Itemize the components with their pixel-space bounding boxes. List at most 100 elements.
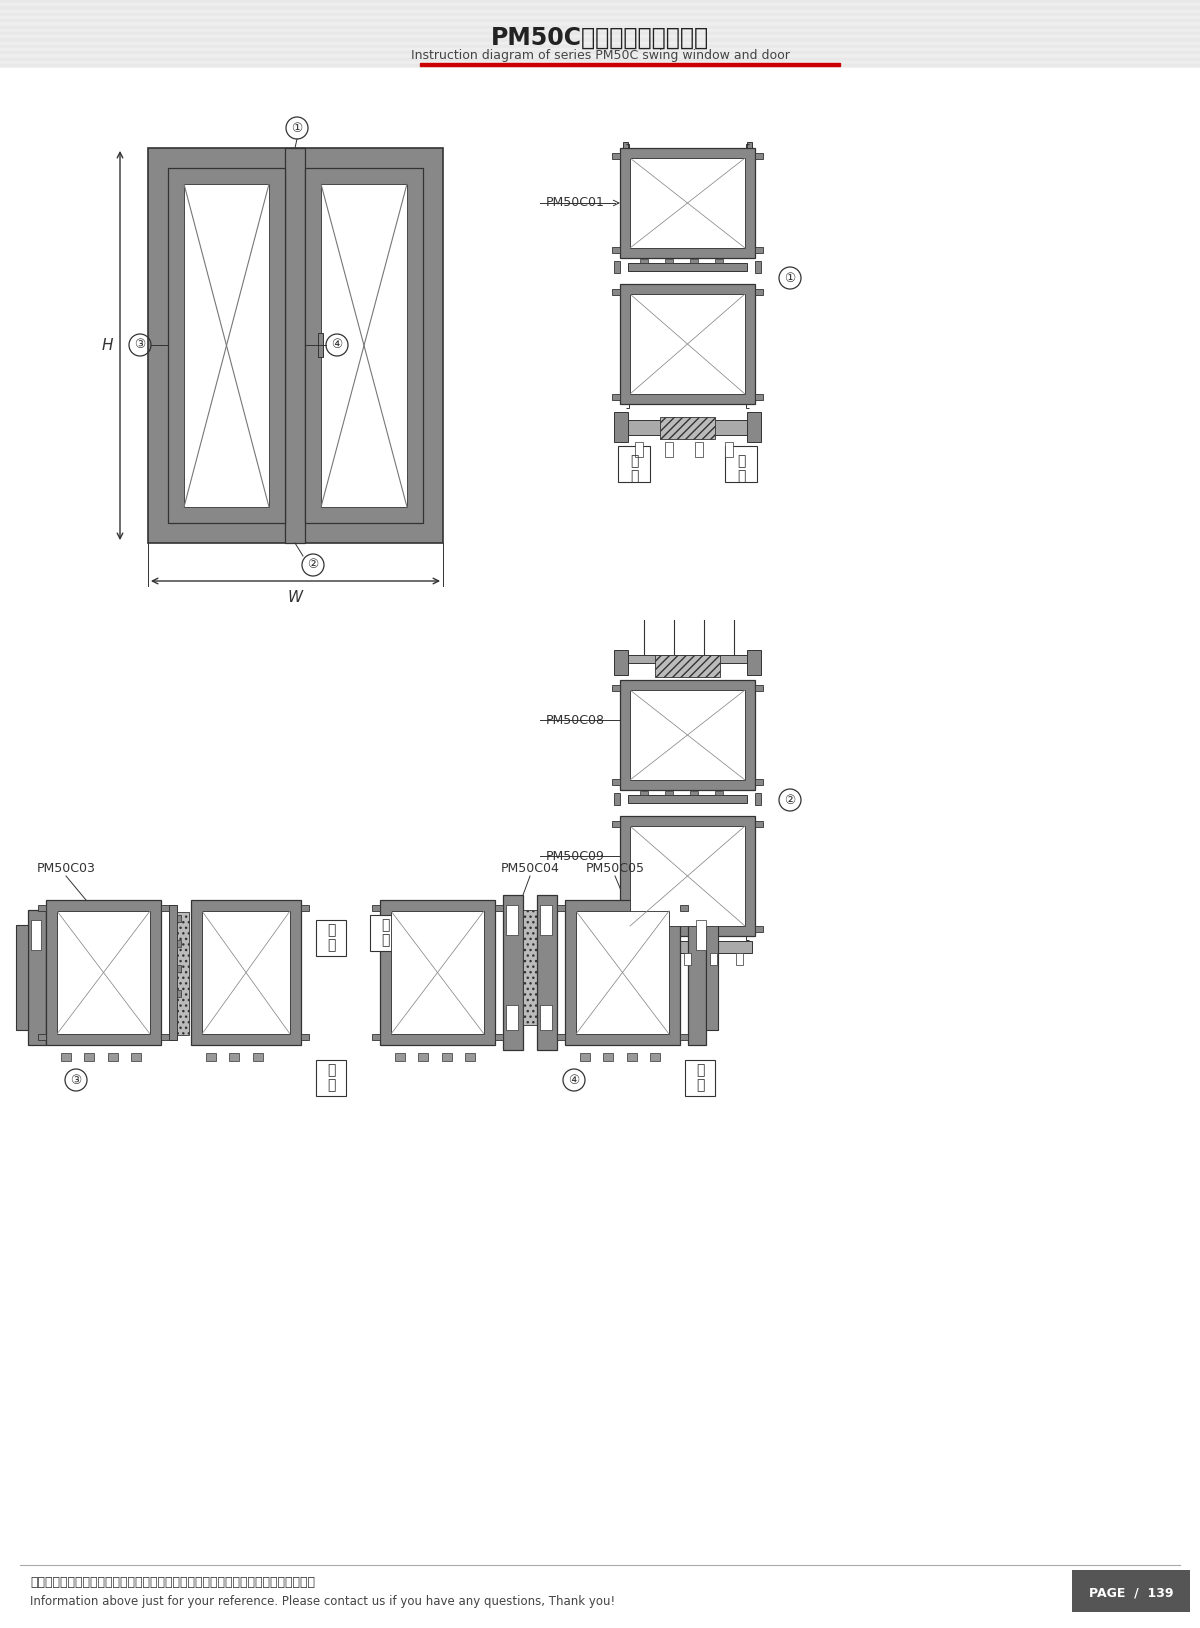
Bar bbox=[0, 39, 1200, 42]
Bar bbox=[725, 446, 757, 482]
Text: 外: 外 bbox=[696, 1078, 704, 1092]
Bar bbox=[391, 912, 484, 1034]
Bar bbox=[640, 259, 648, 264]
Bar bbox=[168, 168, 424, 523]
Text: PM50C01: PM50C01 bbox=[546, 197, 605, 210]
Text: 室: 室 bbox=[326, 1063, 335, 1078]
Bar bbox=[395, 1053, 406, 1061]
Bar bbox=[618, 446, 650, 482]
Bar bbox=[715, 259, 722, 264]
Bar bbox=[496, 905, 503, 912]
Bar bbox=[316, 920, 346, 956]
Bar bbox=[178, 939, 181, 947]
Bar bbox=[466, 1053, 475, 1061]
Text: 室: 室 bbox=[696, 1063, 704, 1078]
Bar bbox=[612, 290, 620, 295]
Text: ④: ④ bbox=[569, 1073, 580, 1086]
Bar bbox=[0, 13, 1200, 16]
Bar bbox=[301, 905, 310, 912]
Bar bbox=[746, 412, 761, 441]
Bar bbox=[755, 394, 763, 400]
Bar bbox=[614, 260, 620, 274]
Bar bbox=[628, 420, 746, 435]
Bar bbox=[612, 780, 620, 785]
Bar bbox=[316, 1060, 346, 1096]
Text: PM50C04: PM50C04 bbox=[500, 861, 559, 874]
Text: PM50C05: PM50C05 bbox=[586, 861, 644, 874]
Bar bbox=[46, 900, 161, 1045]
Bar bbox=[612, 247, 620, 252]
Bar bbox=[620, 681, 755, 790]
Bar bbox=[576, 912, 670, 1034]
Bar bbox=[612, 926, 620, 931]
Bar bbox=[131, 1053, 142, 1061]
Text: 内: 内 bbox=[630, 469, 638, 484]
Bar bbox=[630, 158, 745, 247]
Bar bbox=[202, 912, 290, 1034]
Bar bbox=[690, 259, 698, 264]
Bar bbox=[746, 650, 761, 676]
Text: Information above just for your reference. Please contact us if you have any que: Information above just for your referenc… bbox=[30, 1594, 616, 1607]
Bar bbox=[557, 905, 565, 912]
Text: PM50C系列平开门窗结构图: PM50C系列平开门窗结构图 bbox=[491, 26, 709, 50]
Bar bbox=[710, 952, 718, 965]
Bar bbox=[169, 905, 178, 1040]
Bar bbox=[372, 1034, 380, 1040]
Bar bbox=[318, 334, 323, 357]
Bar bbox=[755, 926, 763, 931]
Bar bbox=[612, 153, 620, 160]
Bar bbox=[665, 441, 673, 457]
Bar bbox=[630, 295, 745, 394]
Text: ③: ③ bbox=[134, 339, 145, 352]
Bar bbox=[523, 910, 538, 1026]
Bar bbox=[650, 1053, 660, 1061]
Bar bbox=[0, 60, 1200, 63]
Bar bbox=[178, 965, 181, 972]
Bar bbox=[725, 441, 733, 457]
Bar bbox=[684, 952, 691, 965]
Bar bbox=[161, 905, 169, 912]
Bar bbox=[191, 900, 301, 1045]
Bar bbox=[161, 1034, 169, 1040]
Bar bbox=[755, 247, 763, 252]
Bar bbox=[580, 1053, 590, 1061]
Bar bbox=[148, 148, 443, 544]
Text: Instruction diagram of series PM50C swing window and door: Instruction diagram of series PM50C swin… bbox=[410, 49, 790, 62]
Bar bbox=[0, 63, 1200, 67]
Text: W: W bbox=[288, 589, 302, 604]
Text: PM50C09: PM50C09 bbox=[546, 850, 605, 863]
Bar bbox=[755, 260, 761, 274]
Bar bbox=[755, 780, 763, 785]
Bar bbox=[665, 791, 673, 794]
Bar bbox=[755, 821, 763, 827]
Bar bbox=[0, 29, 1200, 33]
Bar bbox=[0, 77, 1200, 80]
Bar bbox=[0, 73, 1200, 77]
Bar bbox=[1072, 1569, 1190, 1612]
Bar bbox=[420, 63, 840, 67]
Bar bbox=[665, 259, 673, 264]
Text: 室: 室 bbox=[630, 454, 638, 467]
Bar bbox=[178, 915, 181, 921]
Bar bbox=[620, 148, 755, 257]
Bar bbox=[630, 690, 745, 780]
Bar bbox=[660, 417, 715, 440]
Text: 室: 室 bbox=[737, 454, 745, 467]
Bar bbox=[620, 283, 755, 404]
Bar bbox=[640, 791, 648, 794]
Bar bbox=[496, 1034, 503, 1040]
Bar bbox=[0, 47, 1200, 50]
Bar bbox=[305, 168, 424, 523]
Text: 外: 外 bbox=[326, 1078, 335, 1092]
Text: 室: 室 bbox=[326, 923, 335, 938]
Bar bbox=[301, 1034, 310, 1040]
Bar bbox=[418, 1053, 428, 1061]
Bar bbox=[380, 900, 496, 1045]
Bar bbox=[755, 685, 763, 690]
Bar bbox=[206, 1053, 216, 1061]
Bar bbox=[612, 821, 620, 827]
Text: PAGE  /  139: PAGE / 139 bbox=[1088, 1587, 1174, 1599]
Bar bbox=[715, 791, 722, 794]
Bar bbox=[0, 10, 1200, 13]
Bar bbox=[628, 264, 746, 270]
